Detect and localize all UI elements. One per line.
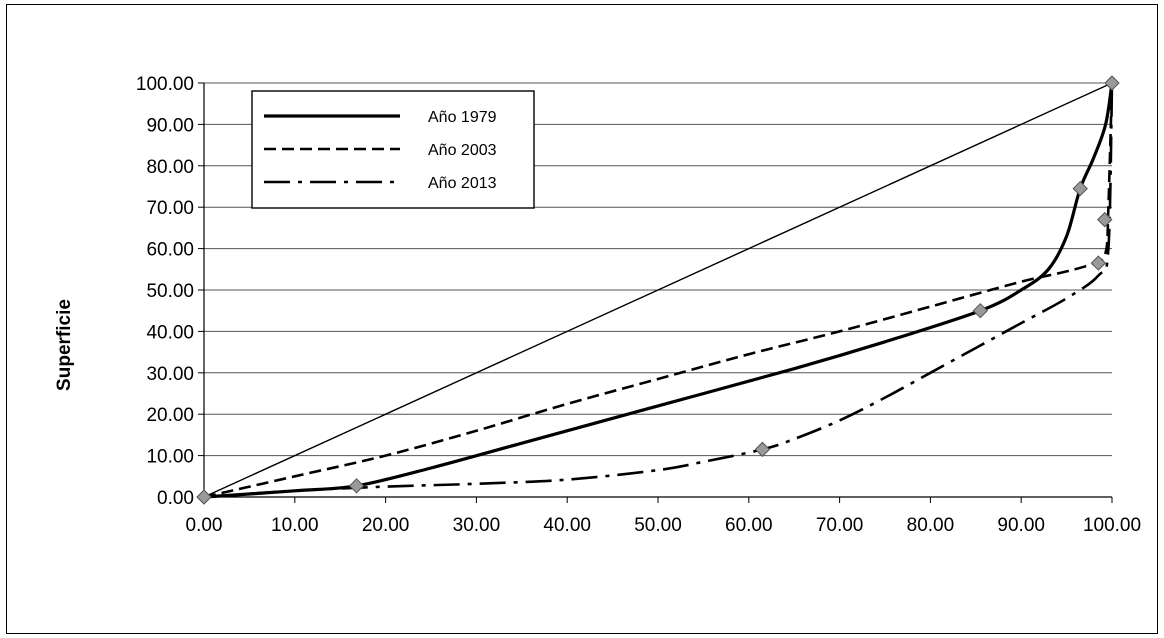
x-tick-label: 50.00 xyxy=(634,515,682,536)
x-tick-label: 70.00 xyxy=(816,515,864,536)
y-tick-label: 20.00 xyxy=(146,405,194,426)
data-marker xyxy=(1090,255,1107,271)
data-marker xyxy=(196,489,212,505)
x-tick-label: 60.00 xyxy=(725,515,773,536)
chart-frame xyxy=(6,4,1158,634)
x-tick-label: 40.00 xyxy=(543,515,591,536)
y-tick-label: 50.00 xyxy=(146,281,194,302)
y-tick-label: 10.00 xyxy=(146,447,194,468)
y-axis-label: Superficie xyxy=(54,299,75,391)
markers-group xyxy=(196,75,1120,505)
data-marker xyxy=(348,478,365,494)
legend: Año 1979 Año 2003 Año 2013 xyxy=(251,90,535,209)
series-line-año-2003 xyxy=(203,82,1114,499)
data-marker xyxy=(1097,211,1113,228)
data-marker xyxy=(972,302,989,319)
data-marker xyxy=(1104,75,1120,91)
y-tick-label: 40.00 xyxy=(146,322,194,343)
x-tick-label: 20.00 xyxy=(362,515,410,536)
y-tick-label: 70.00 xyxy=(146,198,194,219)
y-tick-label: 0.00 xyxy=(157,488,194,509)
x-tick-labels: 0.00 10.00 20.00 30.00 40.00 50.00 60.00 70.00 8… xyxy=(186,515,1142,536)
x-tick-label: 10.00 xyxy=(271,515,319,536)
legend-label: Año 1979 xyxy=(428,109,497,126)
y-tick-label: 80.00 xyxy=(146,157,194,178)
x-tick-label: 100.00 xyxy=(1083,515,1141,536)
equality-line xyxy=(203,82,1113,498)
series-line-año-2013 xyxy=(203,82,1114,499)
x-tick-label: 30.00 xyxy=(453,515,501,536)
y-tick-labels: 0.00 10.00 20.00 30.00 40.00 50.00 60.00 70.00 8… xyxy=(136,74,194,509)
x-tick-label: 80.00 xyxy=(907,515,955,536)
y-tick-label: 60.00 xyxy=(146,240,194,261)
x-tick-label: 90.00 xyxy=(997,515,1045,536)
y-tick-label: 30.00 xyxy=(146,364,194,385)
axes xyxy=(198,82,1113,503)
legend-label: Año 2013 xyxy=(428,175,497,192)
x-tick-label: 0.00 xyxy=(186,515,223,536)
y-tick-label: 90.00 xyxy=(146,115,194,136)
data-marker xyxy=(1072,180,1088,197)
data-marker xyxy=(754,441,771,458)
y-tick-label: 100.00 xyxy=(136,74,194,95)
legend-label: Año 2003 xyxy=(428,142,497,159)
